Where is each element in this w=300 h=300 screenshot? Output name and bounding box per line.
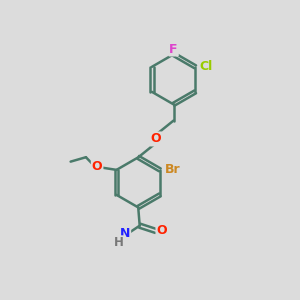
Text: O: O	[92, 160, 102, 172]
Text: F: F	[169, 43, 178, 56]
Text: O: O	[157, 224, 167, 238]
Text: H: H	[114, 236, 123, 249]
Text: O: O	[151, 133, 161, 146]
Text: N: N	[120, 227, 130, 240]
Text: Br: Br	[164, 164, 180, 176]
Text: Cl: Cl	[200, 60, 213, 73]
